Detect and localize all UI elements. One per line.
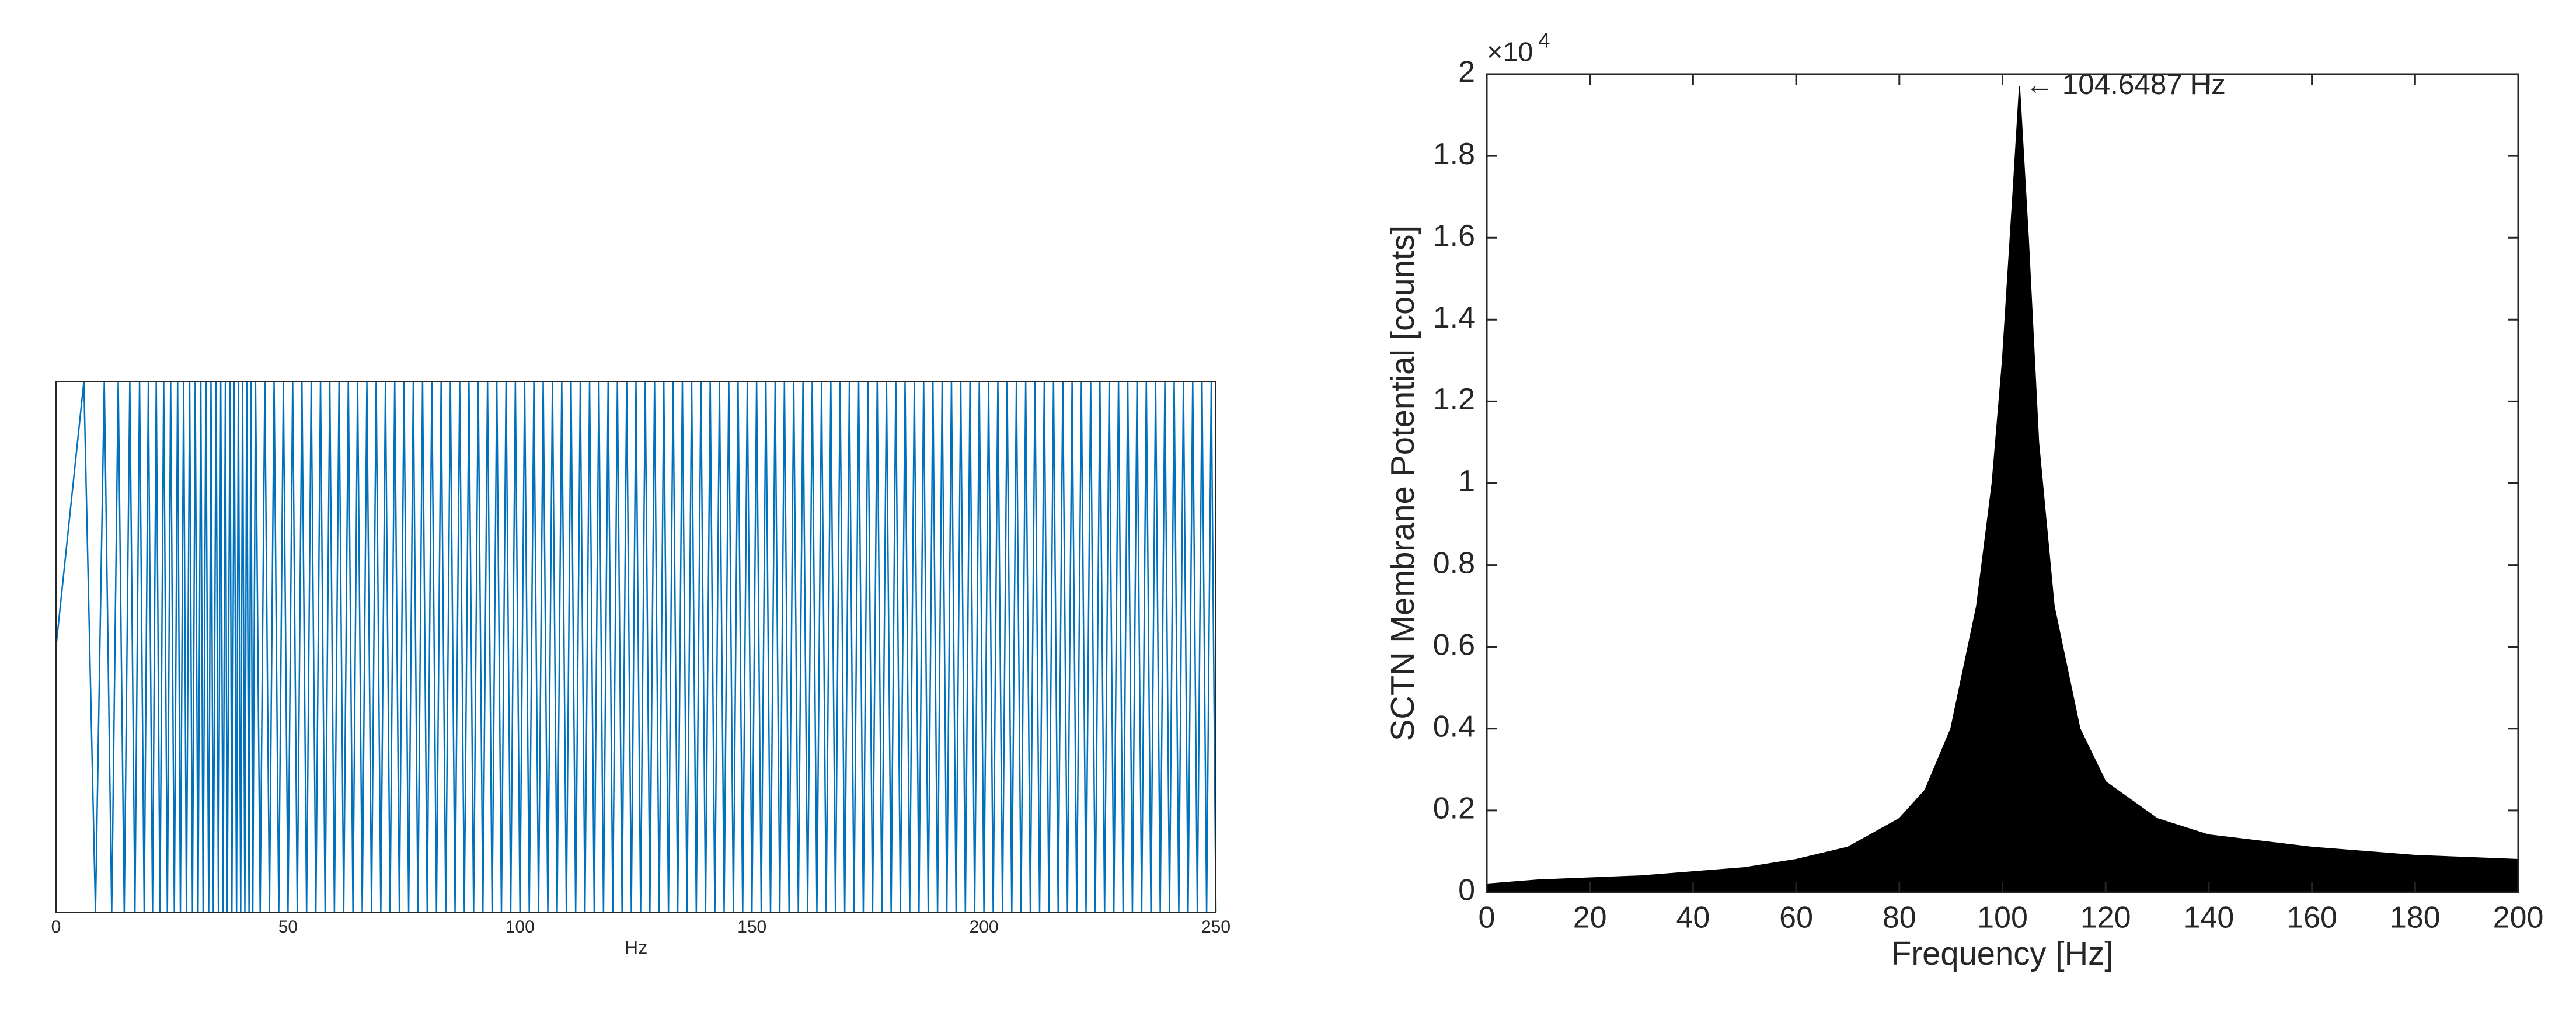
x-tick-label: 180: [2390, 901, 2441, 935]
x-tick-label: 100: [1977, 901, 2028, 935]
y-tick-label: 1.6: [1433, 219, 1475, 253]
y-tick-label: 1.8: [1433, 137, 1475, 171]
axes-box: [55, 381, 1216, 913]
peak-annotation: ← 104.6487 Hz: [2026, 68, 2226, 100]
x-tick-label: 160: [2286, 901, 2337, 935]
y-multiplier-power: 4: [1538, 29, 1550, 53]
x-tick-label: 120: [2080, 901, 2131, 935]
x-tick-label: 150: [737, 917, 766, 937]
x-axis-label: Hz: [625, 937, 648, 958]
y-tick-label: 0.6: [1433, 628, 1475, 662]
x-tick-label: 60: [1779, 901, 1813, 935]
y-tick-label: 0.8: [1433, 546, 1475, 580]
y-tick-label: 2: [1458, 55, 1475, 89]
x-tick-label: 250: [1201, 917, 1231, 937]
x-tick-label: 0: [1479, 901, 1496, 935]
y-tick-label: 1: [1458, 464, 1475, 498]
spectrum-area: [1486, 86, 2519, 893]
signal-line: [55, 381, 1217, 913]
y-tick-label: 0.2: [1433, 792, 1475, 826]
x-axis-label: Frequency [Hz]: [1891, 935, 2114, 972]
y-multiplier: ×10: [1487, 36, 1533, 67]
y-tick-label: 0: [1458, 874, 1475, 907]
x-tick-label: 140: [2184, 901, 2235, 935]
y-tick-label: 1.4: [1433, 301, 1475, 335]
y-tick-label: 1.2: [1433, 382, 1475, 416]
x-tick-label: 100: [506, 917, 535, 937]
x-tick-label: 40: [1676, 901, 1710, 935]
y-tick-label: 0.4: [1433, 710, 1475, 744]
x-tick-label: 200: [970, 917, 999, 937]
x-tick-label: 20: [1573, 901, 1607, 935]
x-tick-label: 0: [51, 917, 61, 937]
x-tick-label: 80: [1883, 901, 1916, 935]
x-tick-label: 50: [278, 917, 298, 937]
x-tick-label: 200: [2493, 901, 2544, 935]
y-axis-label: SCTN Membrane Potential [counts]: [1384, 225, 1421, 741]
